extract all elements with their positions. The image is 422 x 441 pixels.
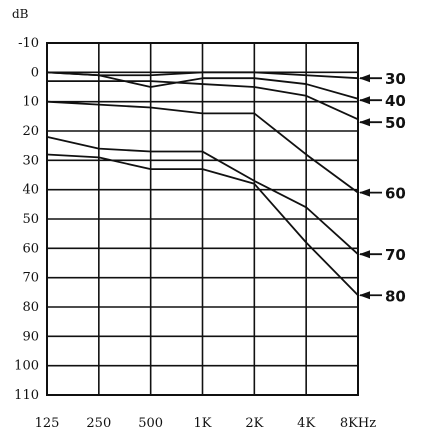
series-line-40 — [46, 71, 359, 100]
y-tick-label: 20 — [22, 124, 39, 139]
x-tick-label: 2K — [245, 416, 263, 431]
series-label-80: 80 — [385, 287, 406, 305]
series-label-arrow-head — [359, 291, 370, 300]
x-tick-label: 250 — [86, 416, 111, 431]
series-labels: 30 40 50 60 70 80 — [359, 70, 406, 305]
series-label-arrow-head — [359, 118, 370, 127]
series-label-30: 30 — [385, 70, 406, 88]
x-tick-label: 8KHz — [340, 416, 376, 431]
y-tick-labels: -10 0 10 20 30 40 50 60 70 80 90 100 110 — [14, 36, 39, 403]
y-tick-label: 10 — [22, 95, 39, 110]
y-tick-label: 110 — [14, 388, 39, 403]
y-tick-label: 70 — [22, 271, 39, 286]
series-lines — [46, 71, 359, 296]
y-tick-label: 30 — [22, 153, 39, 168]
y-tick-label: 100 — [14, 359, 39, 374]
x-tick-labels: 125 250 500 1K 2K 4K 8KHz — [35, 416, 377, 431]
series-line-60 — [46, 100, 359, 194]
y-tick-label: 60 — [22, 241, 39, 256]
series-label-40: 40 — [385, 92, 406, 110]
y-axis-unit-label: dB — [12, 7, 29, 21]
y-tick-label: 0 — [31, 65, 39, 80]
series-label-50: 50 — [385, 114, 406, 132]
x-tick-label: 125 — [35, 416, 60, 431]
series-line-80 — [46, 153, 359, 296]
y-tick-label: -10 — [18, 36, 39, 51]
series-label-60: 60 — [385, 185, 406, 203]
series-label-arrow-head — [359, 74, 370, 83]
y-tick-label: 90 — [22, 329, 39, 344]
series-line-70 — [46, 135, 359, 255]
x-tick-label: 4K — [297, 416, 315, 431]
y-tick-label: 40 — [22, 183, 39, 198]
series-line-50 — [47, 80, 359, 121]
plot-grid — [46, 42, 359, 396]
series-label-arrow-head — [359, 96, 370, 105]
x-tick-label: 1K — [194, 416, 212, 431]
y-tick-label: 80 — [22, 300, 39, 315]
x-tick-label: 500 — [138, 416, 163, 431]
series-label-arrow-head — [359, 250, 370, 259]
series-label-70: 70 — [385, 246, 406, 264]
y-tick-label: 50 — [22, 212, 39, 227]
series-label-arrow-head — [359, 188, 370, 197]
